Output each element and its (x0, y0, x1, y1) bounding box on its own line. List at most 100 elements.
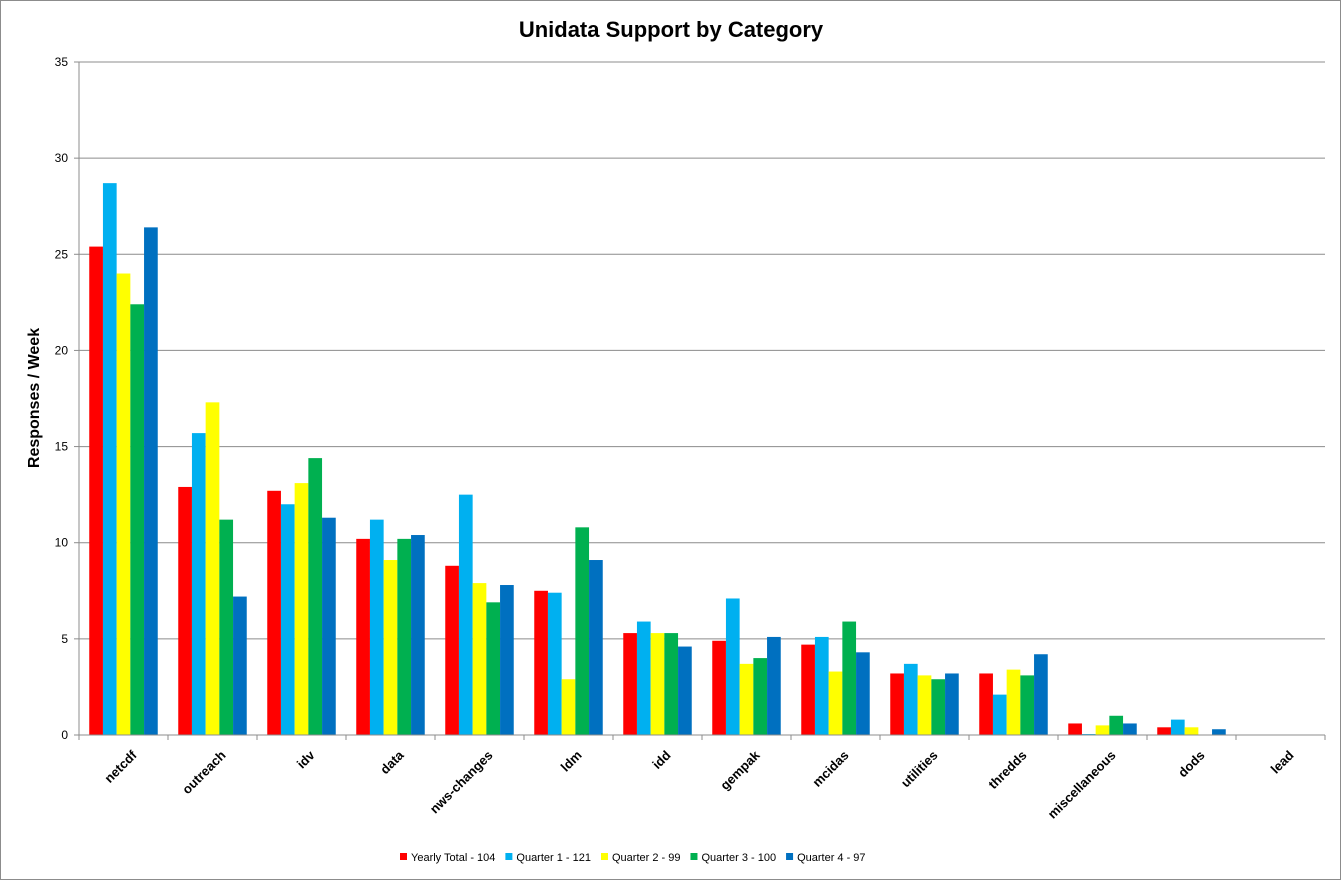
bar-miscellaneous-series-2 (1095, 725, 1110, 735)
bar-data-series-2 (383, 560, 398, 735)
bar-ldm-series-3 (575, 527, 590, 735)
legend-label: Quarter 1 - 121 (516, 852, 591, 864)
bar-idv-series-0 (267, 490, 281, 735)
bar-nws-changes-series-0 (445, 565, 459, 735)
bar-idv-series-3 (308, 458, 323, 735)
bar-utilities-series-2 (917, 675, 932, 735)
bar-mcidas-series-2 (828, 671, 843, 735)
bar-dods-series-4 (1212, 729, 1226, 735)
bar-gempak-series-0 (712, 640, 726, 735)
y-tick-label: 35 (55, 55, 69, 69)
bar-ldm-series-4 (589, 560, 603, 735)
bar-netcdf-series-4 (144, 227, 158, 735)
legend-swatch (400, 853, 407, 860)
bar-miscellaneous-series-0 (1068, 723, 1082, 735)
bar-mcidas-series-1 (814, 636, 829, 735)
bar-idv-series-4 (322, 517, 336, 735)
x-tick-label: thredds (985, 748, 1029, 792)
bar-outreach-series-0 (178, 486, 192, 735)
bar-thredds-series-0 (979, 673, 993, 735)
bars (89, 183, 1226, 735)
x-tick-label: nws-changes (427, 748, 496, 817)
x-tick-label: gempak (717, 747, 763, 793)
bar-thredds-series-1 (992, 694, 1007, 735)
bar-ldm-series-0 (534, 590, 548, 735)
bar-outreach-series-4 (233, 596, 247, 735)
x-tick-label: netcdf (101, 747, 140, 786)
bar-utilities-series-0 (890, 673, 904, 735)
bar-mcidas-series-3 (842, 621, 857, 735)
bar-data-series-1 (369, 519, 384, 735)
legend-swatch (786, 853, 794, 860)
legend-label: Yearly Total - 104 (411, 852, 495, 864)
bar-gempak-series-3 (753, 658, 768, 735)
x-tick-label: outreach (179, 747, 228, 796)
legend-swatch (600, 853, 608, 860)
bar-gempak-series-1 (725, 598, 740, 735)
bar-mcidas-series-4 (856, 652, 870, 735)
bar-utilities-series-1 (903, 663, 918, 735)
y-tick-label: 30 (55, 151, 69, 165)
bar-thredds-series-4 (1034, 654, 1048, 735)
bar-netcdf-series-3 (130, 304, 145, 735)
bar-idv-series-1 (280, 504, 295, 735)
bar-outreach-series-2 (205, 402, 220, 735)
bar-nws-changes-series-1 (458, 494, 473, 735)
bar-idd-series-4 (678, 646, 692, 735)
bar-nws-changes-series-3 (486, 602, 501, 735)
bar-gempak-series-2 (739, 663, 754, 735)
bar-netcdf-series-1 (102, 183, 117, 735)
x-tick-label: lead (1268, 747, 1297, 776)
bar-data-series-0 (356, 538, 370, 735)
bar-thredds-series-3 (1020, 675, 1035, 735)
legend-label: Quarter 4 - 97 (797, 852, 865, 864)
bar-dods-series-0 (1157, 727, 1171, 735)
bar-ldm-series-1 (547, 592, 562, 735)
bar-outreach-series-3 (219, 519, 234, 735)
bar-nws-changes-series-2 (472, 583, 487, 735)
bar-idv-series-2 (294, 483, 309, 735)
bar-ldm-series-2 (561, 679, 576, 735)
x-axis-ticks: netcdf outreach idv data nws-changes ldm idd ge… (101, 747, 1296, 822)
legend-swatch (690, 853, 698, 860)
bar-thredds-series-2 (1006, 669, 1021, 735)
bar-netcdf-series-0 (89, 246, 103, 735)
x-tick-label: idd (649, 747, 673, 771)
bar-data-series-4 (411, 535, 425, 735)
x-tick-label: data (377, 747, 407, 777)
x-tick-label: miscellaneous (1045, 748, 1119, 822)
bar-idd-series-3 (664, 633, 679, 735)
bar-dods-series-2 (1184, 727, 1199, 735)
y-tick-label: 20 (55, 343, 69, 357)
bar-gempak-series-4 (767, 636, 781, 735)
legend-label: Quarter 3 - 100 (701, 852, 776, 864)
y-tick-label: 0 (61, 728, 68, 742)
y-tick-label: 25 (55, 247, 69, 261)
axes (78, 62, 1326, 740)
bar-utilities-series-4 (945, 673, 959, 735)
bar-netcdf-series-2 (116, 273, 131, 735)
bar-idd-series-2 (650, 633, 665, 735)
y-tick-label: 5 (61, 632, 68, 646)
x-tick-label: mcidas (809, 748, 851, 790)
y-tick-label: 15 (55, 440, 69, 454)
chart-title: Unidata Support by Category (519, 17, 824, 42)
x-tick-label: dods (1175, 748, 1208, 781)
x-tick-label: idv (294, 747, 318, 771)
bar-idd-series-1 (636, 621, 651, 735)
x-tick-label: utilities (898, 748, 941, 791)
x-tick-label: ldm (558, 748, 585, 775)
bar-nws-changes-series-4 (500, 585, 514, 735)
bar-dods-series-1 (1170, 719, 1185, 735)
gridlines (79, 61, 1325, 640)
y-tick-label: 10 (55, 536, 69, 550)
legend-swatch (505, 853, 513, 860)
bar-miscellaneous-series-3 (1109, 715, 1124, 735)
bar-data-series-3 (397, 538, 412, 735)
bar-miscellaneous-series-4 (1123, 723, 1137, 735)
bar-mcidas-series-0 (801, 644, 815, 735)
legend-label: Quarter 2 - 99 (612, 852, 680, 864)
legend: Yearly Total - 104 Quarter 1 - 121 Quarter… (400, 852, 866, 864)
